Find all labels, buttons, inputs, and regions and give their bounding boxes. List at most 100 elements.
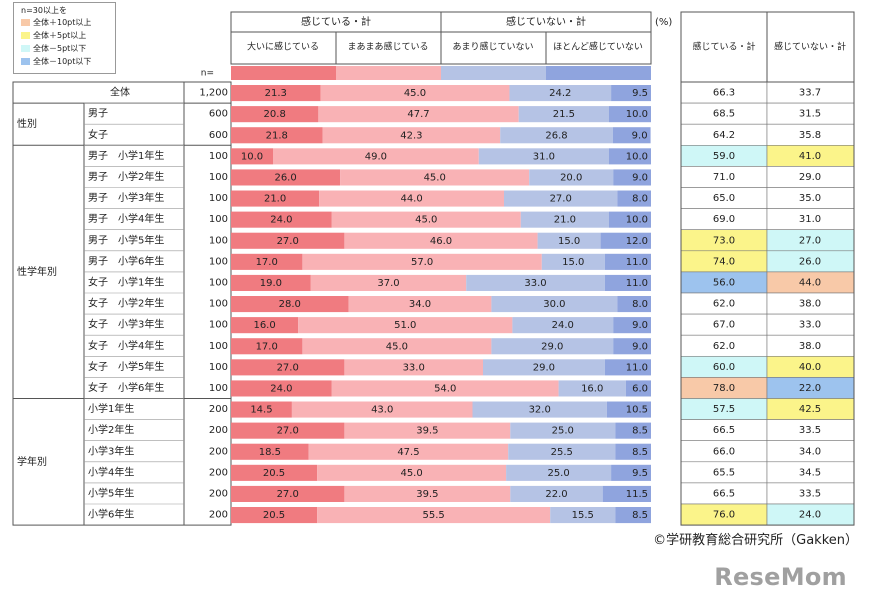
- bar-label-19-seg3: 22.0: [545, 489, 567, 500]
- summary-notfeel-value-14: 22.0: [799, 383, 821, 394]
- bar-4-seg2: [340, 169, 530, 186]
- bar-4-seg4: [613, 169, 651, 186]
- bar-5-seg3: [504, 190, 618, 207]
- row-label-5: 男子 小学3年生: [88, 191, 164, 204]
- bar-label-11-seg4: 9.0: [632, 320, 648, 331]
- bar-label-14-seg4: 6.0: [632, 383, 648, 394]
- bar-label-12-seg2: 45.0: [386, 341, 408, 352]
- bar-label-10-seg1: 28.0: [279, 299, 301, 310]
- copyright-text: ©学研教育総合研究所（Gakken）: [653, 533, 858, 548]
- bar-9-seg2: [310, 274, 467, 291]
- summary-feel-value-7: 73.0: [713, 235, 735, 246]
- summary-notfeel-value-16: 33.5: [799, 425, 821, 436]
- row-n-2: 600: [209, 130, 228, 141]
- row-label-14: 女子 小学6年生: [88, 381, 164, 394]
- legend-swatch-plus10: [21, 18, 30, 26]
- bar-10-seg1: [231, 296, 349, 313]
- bar-label-12-seg1: 17.0: [256, 341, 278, 352]
- bar-15-seg2: [291, 401, 473, 418]
- summary-table-frame: [680, 81, 855, 526]
- bar-0-seg1: [231, 85, 321, 102]
- bar-label-4-seg3: 20.0: [560, 172, 582, 183]
- bar-19-seg3: [510, 485, 603, 502]
- bar-0-seg4: [611, 85, 651, 102]
- row-label-12: 女子 小学4年生: [88, 339, 164, 352]
- summary-feel-value-14: 78.0: [713, 383, 735, 394]
- bar-label-1-seg3: 21.5: [553, 109, 575, 120]
- bar-label-5-seg4: 8.0: [632, 194, 648, 205]
- header-cat1: 大いに感じている: [247, 41, 319, 53]
- bar-0-seg3: [509, 85, 612, 102]
- row-n-20: 200: [209, 510, 228, 521]
- bar-13-seg1: [231, 359, 345, 376]
- bar-label-18-seg2: 45.0: [400, 468, 422, 479]
- summary-feel-value-9: 56.0: [713, 277, 735, 288]
- bar-15-seg1: [231, 401, 292, 418]
- bar-label-4-seg4: 9.0: [632, 172, 648, 183]
- bar-1-seg1: [231, 106, 319, 123]
- row-label-2: 女子: [88, 128, 108, 141]
- bar-9-seg4: [604, 274, 651, 291]
- header-feel-total: 感じている・計: [301, 15, 371, 28]
- bar-label-9-seg3: 33.0: [524, 278, 546, 289]
- bar-6-seg1: [231, 211, 332, 228]
- bar-10-seg3: [491, 296, 618, 313]
- bar-label-10-seg3: 30.0: [543, 299, 565, 310]
- bar-label-11-seg1: 16.0: [253, 320, 275, 331]
- bar-8-seg1: [231, 253, 303, 270]
- bar-4-seg3: [529, 169, 614, 186]
- legend-item-minus5: 全体－5pt以下: [21, 43, 86, 53]
- summary-feel-value-8: 74.0: [713, 256, 735, 267]
- row-n-5: 100: [209, 193, 228, 204]
- bar-label-4-seg2: 45.0: [424, 172, 446, 183]
- row-n-12: 100: [209, 341, 228, 352]
- row-label-20: 小学6年生: [88, 508, 134, 521]
- bar-label-0-seg3: 24.2: [549, 88, 571, 99]
- bar-label-8-seg4: 11.0: [626, 257, 648, 268]
- bar-label-3-seg3: 31.0: [533, 151, 555, 162]
- bar-label-2-seg1: 21.8: [266, 130, 288, 141]
- row-n-6: 100: [209, 214, 228, 225]
- summary-feel-value-6: 69.0: [713, 214, 735, 225]
- bar-label-1-seg1: 20.8: [264, 109, 286, 120]
- header-color-strip-2: [336, 66, 441, 80]
- row-n-7: 100: [209, 235, 228, 246]
- summary-header-notfeel: 感じていない・計: [774, 41, 846, 53]
- bar-label-11-seg3: 24.0: [552, 320, 574, 331]
- bar-17-seg4: [615, 443, 651, 460]
- header-color-strip-1: [231, 66, 336, 80]
- bar-label-15-seg3: 32.0: [529, 405, 551, 416]
- summary-feel-value-4: 71.0: [713, 172, 735, 183]
- n-label: n=: [201, 69, 214, 79]
- bar-16-seg3: [510, 422, 616, 439]
- bar-label-13-seg3: 29.0: [533, 362, 555, 373]
- summary-feel-value-19: 66.5: [713, 488, 735, 499]
- bar-20-seg1: [231, 507, 318, 524]
- legend-label-minus10: 全体－10pt以下: [33, 56, 92, 66]
- summary-feel-value-10: 62.0: [713, 299, 735, 310]
- bar-20-seg3: [550, 507, 616, 524]
- row-label-10: 女子 小学2年生: [88, 297, 164, 310]
- row-label-17: 小学3年生: [88, 444, 134, 457]
- row-label-15: 小学1年生: [88, 402, 134, 415]
- summary-notfeel-value-11: 33.0: [799, 320, 821, 331]
- row-n-8: 100: [209, 256, 228, 267]
- bar-label-13-seg1: 27.0: [277, 362, 299, 373]
- bar-14-seg1: [231, 380, 332, 397]
- row-n-10: 100: [209, 299, 228, 310]
- bar-6-seg2: [331, 211, 521, 228]
- row-label-total: 全体: [110, 86, 130, 99]
- summary-feel-value-13: 60.0: [713, 362, 735, 373]
- legend-title: n=30以上を: [21, 6, 67, 15]
- bar-label-3-seg1: 10.0: [241, 151, 263, 162]
- bar-label-2-seg2: 42.3: [400, 130, 422, 141]
- legend: n=30以上を 全体＋10pt以上 全体＋5pt以上 全体－5pt以下 全体－1…: [13, 2, 116, 74]
- bar-20-seg2: [317, 507, 551, 524]
- bar-8-seg3: [541, 253, 605, 270]
- bar-label-5-seg3: 27.0: [550, 194, 572, 205]
- row-n-1: 600: [209, 109, 228, 120]
- bar-label-16-seg4: 8.5: [632, 426, 648, 437]
- bar-12-seg1: [231, 338, 303, 355]
- bar-label-13-seg4: 11.0: [626, 362, 648, 373]
- bar-2-seg3: [500, 127, 613, 144]
